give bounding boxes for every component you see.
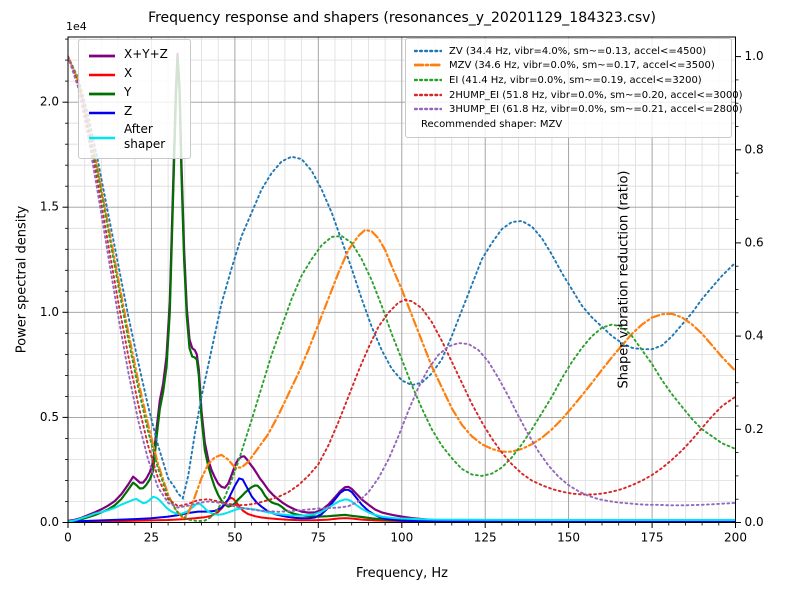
shapers-legend: ZV (34.4 Hz, vibr=4.0%, sm~=0.13, accel<…	[405, 38, 743, 138]
legend-label: EI (41.4 Hz, vibr=0.0%, sm~=0.19, accel<…	[449, 74, 702, 86]
svg-text:0.6: 0.6	[745, 235, 764, 249]
legend-item-2hump-ei: 2HUMP_EI (51.8 Hz, vibr=0.0%, sm~=0.20, …	[413, 88, 743, 103]
svg-text:0: 0	[64, 531, 72, 545]
legend-item-xyz: X+Y+Z	[88, 45, 181, 64]
after-shaper-line-swatch	[88, 130, 116, 144]
mzv-line-swatch	[413, 60, 443, 71]
left-y-axis-label: Power spectral density	[14, 205, 30, 354]
legend-label: ZV (34.4 Hz, vibr=4.0%, sm~=0.13, accel<…	[449, 45, 707, 57]
legend-label: Y	[124, 85, 132, 99]
x-axis-label: Frequency, Hz	[355, 566, 449, 581]
svg-text:125: 125	[474, 531, 497, 545]
legend-footer-recommended-shaper: Recommended shaper: MZV	[414, 117, 723, 132]
3hump-ei-line-swatch	[413, 104, 443, 115]
legend-label: MZV (34.6 Hz, vibr=0.0%, sm~=0.17, accel…	[449, 60, 715, 72]
y-line-swatch	[88, 86, 116, 100]
legend-label: 3HUMP_EI (61.8 Hz, vibr=0.0%, sm~=0.21, …	[449, 104, 743, 116]
legend-label: X	[124, 66, 133, 80]
y-axis-offset-multiplier: 1e4	[66, 20, 87, 33]
legend-label: 2HUMP_EI (51.8 Hz, vibr=0.0%, sm~=0.20, …	[449, 89, 743, 101]
svg-text:1.0: 1.0	[745, 49, 764, 63]
svg-text:0.4: 0.4	[745, 329, 764, 343]
legend-item-x: X	[88, 64, 181, 83]
svg-text:175: 175	[641, 531, 664, 545]
legend-label: Recommended shaper: MZV	[421, 118, 563, 130]
legend-label: X+Y+Z	[124, 47, 168, 61]
2hump-ei-line-swatch	[413, 90, 443, 101]
data-series-curves	[68, 52, 736, 523]
legend-item-ei: EI (41.4 Hz, vibr=0.0%, sm~=0.19, accel<…	[413, 73, 723, 88]
svg-text:1.0: 1.0	[40, 305, 59, 319]
legend-label: After shaper	[124, 122, 166, 151]
legend-label: Z	[124, 104, 133, 118]
legend-item-3hump-ei: 3HUMP_EI (61.8 Hz, vibr=0.0%, sm~=0.21, …	[413, 102, 743, 117]
svg-text:0.5: 0.5	[40, 410, 59, 424]
svg-text:0.2: 0.2	[745, 422, 764, 436]
legend-item-mzv: MZV (34.6 Hz, vibr=0.0%, sm~=0.17, accel…	[413, 59, 723, 74]
axis-ticks-and-labels: 0 25 50 75 100 125 150 175 200 0.0 0.5 1.0 1.5 2.0 0.0…	[40, 38, 764, 545]
ei-line-swatch	[413, 75, 443, 86]
svg-text:100: 100	[390, 531, 413, 545]
figure-title: Frequency response and shapers (resonanc…	[148, 10, 656, 26]
legend-item-y: Y	[88, 83, 181, 102]
psd-legend: X+Y+Z X Y Z After shaper	[78, 39, 191, 159]
svg-text:0.0: 0.0	[40, 515, 59, 529]
svg-text:50: 50	[227, 531, 242, 545]
svg-text:150: 150	[557, 531, 580, 545]
legend-item-z: Z	[88, 102, 181, 121]
z-line-swatch	[88, 105, 116, 119]
x-line-swatch	[88, 67, 116, 81]
right-y-axis-label: Shaper vibration reduction (ratio)	[616, 170, 632, 389]
legend-item-zv: ZV (34.4 Hz, vibr=4.0%, sm~=0.13, accel<…	[413, 44, 723, 59]
svg-text:75: 75	[311, 531, 326, 545]
svg-text:200: 200	[724, 531, 747, 545]
svg-text:0.8: 0.8	[745, 142, 764, 156]
svg-text:25: 25	[144, 531, 159, 545]
xyz-line-swatch	[88, 48, 116, 62]
legend-item-after-shaper: After shaper	[88, 121, 181, 153]
svg-text:2.0: 2.0	[40, 95, 59, 109]
svg-text:0.0: 0.0	[745, 515, 764, 529]
svg-text:1.5: 1.5	[40, 200, 59, 214]
zv-line-swatch	[413, 46, 443, 57]
